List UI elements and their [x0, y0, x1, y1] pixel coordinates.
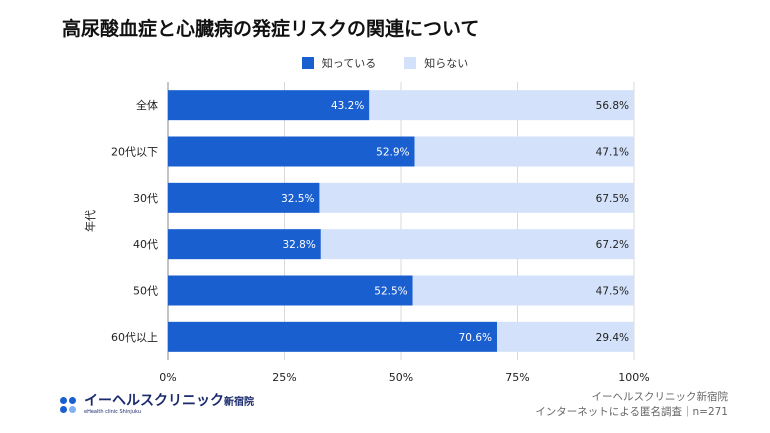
- legend-swatch-known: [301, 57, 314, 69]
- logo-main-text: イーヘルスクリニック: [84, 393, 224, 409]
- data-label: 70.6%: [459, 332, 492, 344]
- bar-known: [168, 321, 497, 352]
- y-axis-title: 年代: [83, 210, 97, 232]
- legend-item-known: 知っている: [301, 55, 377, 71]
- data-label: 43.2%: [331, 100, 364, 112]
- bar-known: [168, 182, 320, 213]
- chart-title: 高尿酸血症と心臓病の発症リスクの関連について: [62, 18, 480, 40]
- source-line-1: イーヘルスクリニック新宿院: [591, 391, 729, 403]
- data-label: 32.8%: [282, 239, 315, 251]
- x-tick-label: 50%: [389, 371, 413, 384]
- legend-label-unknown: 知らない: [424, 57, 469, 70]
- bar-unknown: [414, 136, 634, 167]
- data-label: 52.5%: [374, 286, 407, 298]
- y-category-label: 全体: [136, 98, 158, 112]
- bar-unknown: [319, 182, 634, 213]
- data-label: 52.9%: [376, 147, 409, 159]
- clinic-logo: イーヘルスクリニック新宿院 eHealth clinic Shinjuku: [60, 394, 254, 415]
- bar-known: [168, 229, 321, 260]
- bar-known: [168, 275, 413, 306]
- x-tick-label: 75%: [505, 371, 529, 384]
- logo-sub-text: eHealth clinic Shinjuku: [84, 409, 141, 415]
- legend-label-known: 知っている: [321, 57, 377, 70]
- bar-unknown: [412, 275, 634, 306]
- data-label: 56.8%: [596, 100, 629, 112]
- bar-known: [168, 136, 415, 167]
- data-label: 47.5%: [596, 286, 629, 298]
- bar-known: [168, 90, 370, 121]
- x-tick-label: 0%: [159, 371, 176, 384]
- x-tick-label: 100%: [618, 371, 649, 384]
- data-label: 67.5%: [596, 193, 629, 205]
- y-category-label: 20代以下: [111, 146, 158, 159]
- logo-dots-icon: [60, 396, 76, 413]
- source-line-2: インターネットによる匿名調査｜n=271: [535, 406, 728, 418]
- legend-item-unknown: 知らない: [404, 55, 468, 71]
- y-category-label: 40代: [133, 238, 158, 251]
- data-label: 29.4%: [596, 332, 629, 344]
- bar-unknown: [496, 321, 634, 352]
- data-label: 47.1%: [596, 147, 629, 159]
- y-category-label: 30代: [133, 192, 158, 205]
- data-label: 67.2%: [596, 239, 629, 251]
- bar-unknown: [369, 90, 634, 121]
- y-category-label: 60代以上: [111, 331, 158, 344]
- legend-swatch-unknown: [404, 57, 417, 69]
- x-tick-label: 25%: [272, 371, 296, 384]
- source-note: イーヘルスクリニック新宿院 インターネットによる匿名調査｜n=271: [535, 390, 728, 420]
- legend: 知っている 知らない: [0, 55, 770, 71]
- bar-unknown: [320, 229, 634, 260]
- y-category-label: 50代: [133, 285, 158, 298]
- data-label: 32.5%: [281, 193, 314, 205]
- logo-suffix-text: 新宿院: [224, 397, 254, 408]
